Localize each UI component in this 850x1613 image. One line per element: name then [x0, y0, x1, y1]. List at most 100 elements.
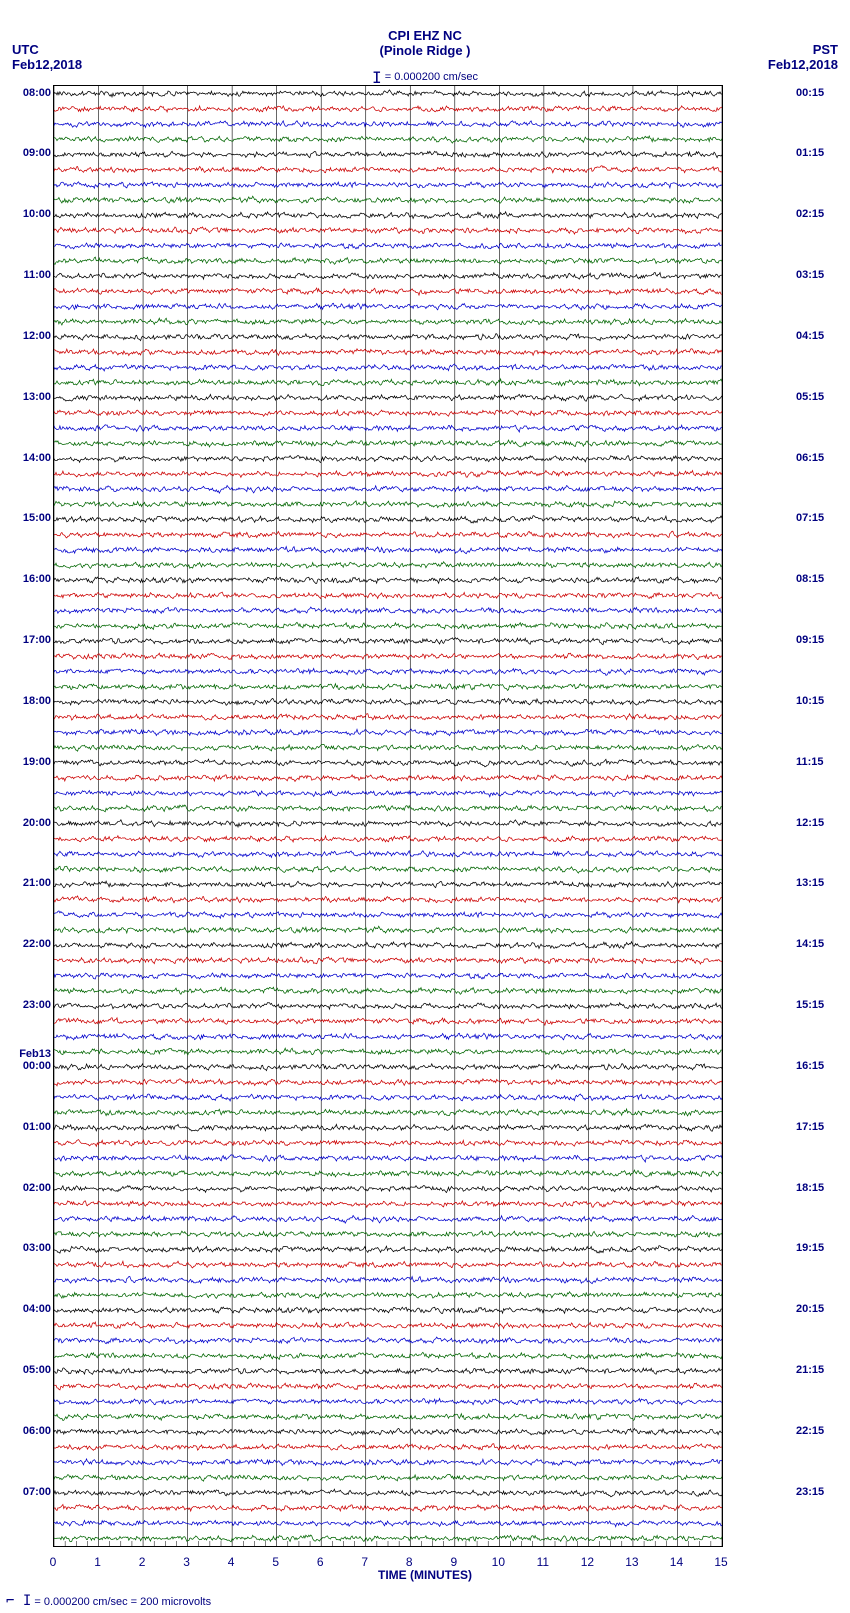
trace-row	[54, 973, 722, 979]
trace-row	[54, 166, 722, 173]
trace-row	[54, 820, 722, 827]
x-tick-label: 15	[714, 1555, 727, 1569]
trace-row	[54, 334, 722, 341]
trace-row	[54, 1246, 722, 1254]
utc-hour-label: 07:00	[23, 1486, 51, 1498]
x-tick-label: 11	[537, 1555, 549, 1569]
x-tick-label: 4	[228, 1555, 235, 1569]
x-tick-label: 8	[406, 1555, 413, 1569]
pst-hour-label: 01:15	[796, 147, 824, 159]
trace-row	[54, 896, 722, 903]
trace-row	[54, 531, 722, 538]
utc-hour-label: 05:00	[23, 1364, 51, 1376]
trace-row	[54, 1459, 722, 1466]
trace-row	[54, 1231, 722, 1238]
pst-hour-label: 05:15	[796, 391, 824, 403]
traces	[54, 90, 722, 1542]
trace-row	[54, 106, 722, 112]
trace-row	[54, 729, 722, 735]
tz-left-label: UTC	[12, 42, 39, 57]
utc-hour-labels: 08:0009:0010:0011:0012:0013:0014:0015:00…	[6, 85, 51, 1545]
trace-row	[54, 501, 722, 508]
trace-row	[54, 1170, 722, 1177]
pst-hour-label: 18:15	[796, 1182, 824, 1194]
trace-row	[54, 394, 722, 401]
utc-hour-label: 14:00	[23, 452, 51, 464]
x-tick-label: 9	[450, 1555, 457, 1569]
trace-row	[54, 1033, 722, 1040]
trace-row	[54, 1535, 722, 1542]
trace-row	[54, 638, 722, 645]
trace-row	[54, 1399, 722, 1405]
trace-row	[54, 1064, 722, 1071]
trace-row	[54, 1368, 722, 1375]
trace-row	[54, 622, 722, 629]
utc-hour-label: 13:00	[23, 391, 51, 403]
trace-row	[54, 379, 722, 386]
utc-hour-label: 08:00	[23, 87, 51, 99]
utc-hour-label: 11:00	[23, 269, 51, 281]
trace-row	[54, 836, 722, 842]
pst-hour-label: 14:15	[796, 938, 824, 950]
x-tick-label: 12	[581, 1555, 594, 1569]
trace-row	[54, 486, 722, 494]
pst-hour-label: 22:15	[796, 1425, 824, 1437]
trace-row	[54, 1109, 722, 1116]
trace-row	[54, 425, 722, 432]
trace-row	[54, 1216, 722, 1224]
trace-row	[54, 1337, 722, 1344]
trace-row	[54, 987, 722, 994]
trace-row	[54, 1079, 722, 1086]
trace-row	[54, 744, 722, 751]
tz-right-label: PST	[813, 42, 838, 57]
pst-hour-label: 23:15	[796, 1486, 824, 1498]
trace-row	[54, 851, 722, 858]
trace-row	[54, 1520, 722, 1526]
trace-row	[54, 1292, 722, 1299]
date-left-label: Feb12,2018	[12, 57, 82, 72]
trace-row	[54, 196, 722, 203]
utc-hour-label: 20:00	[23, 817, 51, 829]
station-code: CPI EHZ NC	[0, 28, 850, 43]
trace-row	[54, 1505, 722, 1512]
trace-row	[54, 318, 722, 325]
utc-hour-label: 19:00	[23, 756, 51, 768]
x-tick-label: 7	[361, 1555, 368, 1569]
utc-hour-label: 23:00	[23, 999, 51, 1011]
trace-row	[54, 805, 722, 812]
utc-hour-label: 04:00	[23, 1303, 51, 1315]
utc-hour-label: 15:00	[23, 512, 51, 524]
trace-row	[54, 1155, 722, 1162]
pst-hour-labels: 00:1501:1502:1503:1504:1505:1506:1507:15…	[796, 85, 844, 1545]
trace-row	[54, 1474, 722, 1481]
pst-hour-label: 12:15	[796, 817, 824, 829]
utc-hour-label: 17:00	[23, 634, 51, 646]
trace-row	[54, 592, 722, 599]
utc-hour-label: 12:00	[23, 330, 51, 342]
pst-hour-label: 13:15	[796, 877, 824, 889]
trace-row	[54, 1186, 722, 1193]
trace-row	[54, 1094, 722, 1101]
trace-row	[54, 866, 722, 873]
footer-scale-value: = 0.000200 cm/sec = 200 microvolts	[34, 1596, 211, 1608]
trace-row	[54, 151, 722, 158]
trace-row	[54, 227, 722, 234]
seismogram-plot	[53, 85, 723, 1547]
scale-bar-icon: ⌐ I	[6, 1593, 31, 1609]
utc-hour-label: 22:00	[23, 938, 51, 950]
utc-hour-label: 16:00	[23, 573, 51, 585]
trace-row	[54, 775, 722, 782]
trace-row	[54, 684, 722, 691]
trace-row	[54, 1261, 722, 1268]
utc-hour-label: 21:00	[23, 877, 51, 889]
trace-row	[54, 90, 722, 97]
pst-hour-label: 06:15	[796, 452, 824, 464]
trace-row	[54, 182, 722, 188]
trace-row	[54, 1444, 722, 1451]
pst-hour-label: 15:15	[796, 999, 824, 1011]
seismogram-page: CPI EHZ NC (Pinole Ridge ) I = 0.000200 …	[0, 0, 850, 1613]
day-break-label: Feb13	[19, 1048, 51, 1060]
trace-row	[54, 1307, 722, 1313]
trace-row	[54, 547, 722, 554]
trace-row	[54, 881, 722, 888]
